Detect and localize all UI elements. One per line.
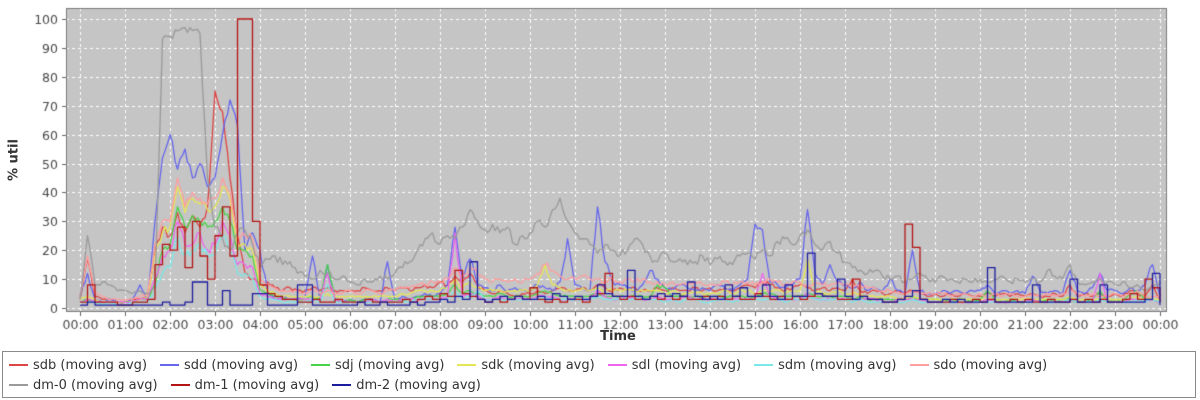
utilization-chart-canvas [0,0,1200,348]
legend-label: sdm (moving avg) [778,357,897,373]
legend-item-dm-1: dm-1 (moving avg) [170,375,320,395]
legend-label: sdb (moving avg) [33,357,148,373]
chart-legend: sdb (moving avg) sdd (moving avg) sdj (mov… [2,351,1196,398]
legend-key-swatch [332,384,352,386]
legend-key-swatch [909,364,929,366]
legend-item-dm-0: dm-0 (moving avg) [9,375,158,395]
x-axis-title: Time [600,329,636,344]
legend-item-sdd: sdd (moving avg) [160,355,298,375]
legend-label: sdj (moving avg) [335,357,445,373]
legend-item-sdo: sdo (moving avg) [909,355,1048,375]
legend-key-swatch [9,384,28,386]
legend-label: dm-1 (moving avg) [194,377,320,393]
legend-key-swatch [607,364,627,366]
legend-key-swatch [311,364,331,366]
y-axis-title: % util [6,139,22,181]
legend-item-dm-2: dm-2 (moving avg) [332,375,481,395]
legend-label: sdo (moving avg) [933,357,1048,373]
legend-key-swatch [160,364,180,366]
legend-item-sdk: sdk (moving avg) [457,355,595,375]
legend-item-sdb: sdb (moving avg) [9,355,147,375]
legend-item-sdl: sdl (moving avg) [607,355,742,375]
legend-item-sdj: sdj (moving avg) [311,355,444,375]
legend-key-swatch [457,364,477,366]
legend-label: sdl (moving avg) [631,357,742,373]
legend-label: dm-2 (moving avg) [356,377,481,393]
legend-label: sdk (moving avg) [481,357,595,373]
legend-key-swatch [170,384,190,386]
legend-label: dm-0 (moving avg) [33,377,158,393]
legend-label: sdd (moving avg) [184,357,299,373]
legend-key-swatch [9,364,28,366]
legend-item-sdm: sdm (moving avg) [754,355,897,375]
legend-key-swatch [754,364,774,366]
